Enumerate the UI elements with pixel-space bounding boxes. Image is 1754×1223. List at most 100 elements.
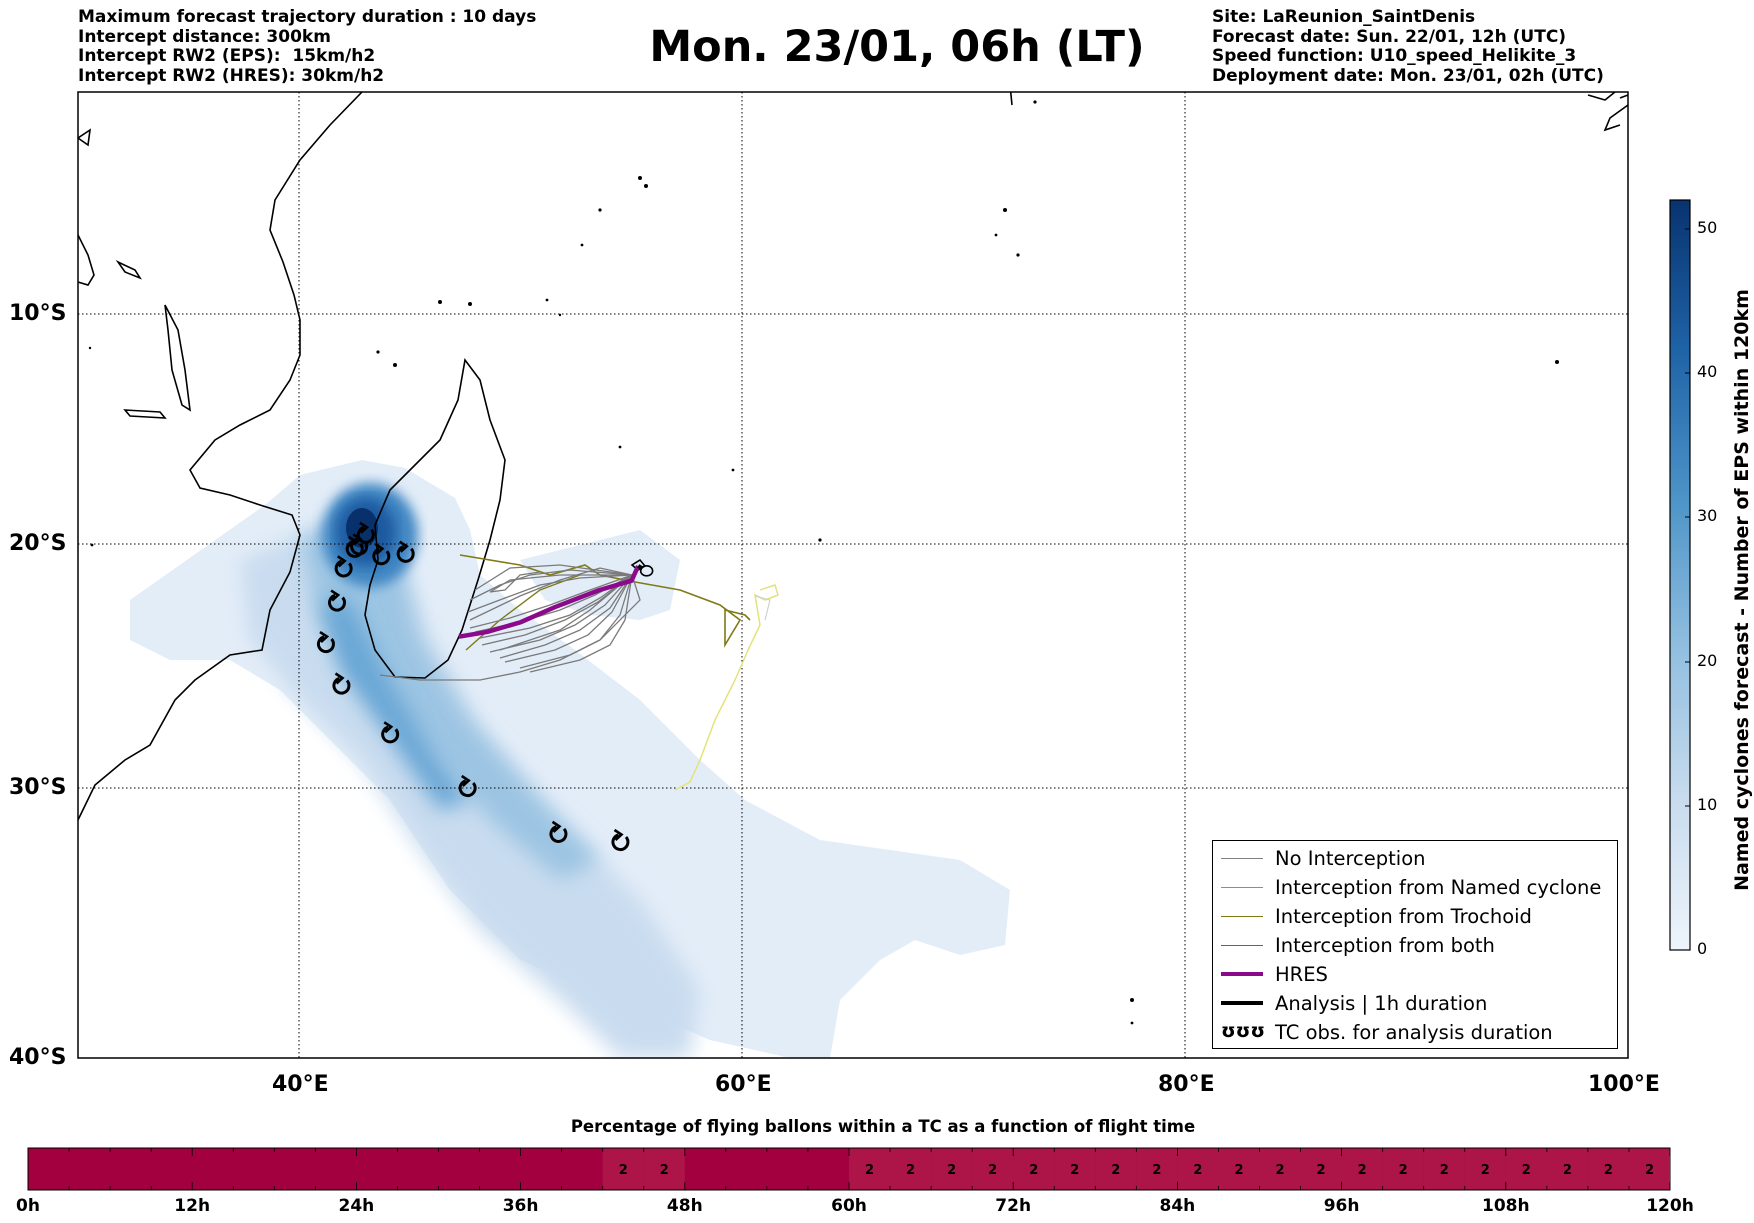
colorbar [1669,199,1691,951]
hres-track [458,565,641,639]
chart-title: Mon. 23/01, 06h (LT) [649,22,1145,72]
legend-row-analysis: Analysis | 1h duration [1213,990,1617,1019]
legend-label-trochoid: Interception from Trochoid [1275,905,1532,928]
colorbar-ticks [1685,228,1690,951]
percentage-bar-cell-label: 2 [1440,1163,1449,1178]
percentage-bar-tick-label: 36h [502,1196,539,1216]
legend-label-hres: HRES [1275,963,1328,986]
percentage-bar-tick-label: 96h [1323,1196,1360,1216]
percentage-bar-cell-label: 2 [1563,1163,1572,1178]
legend-row-trochoid: Interception from Trochoid [1213,903,1617,932]
percentage-bar-cell [1464,1148,1506,1190]
percentage-bar-cell-label: 2 [1522,1163,1531,1178]
percentage-bar-cell [1341,1148,1383,1190]
cb-tick-0: 0 [1697,939,1708,958]
cb-tick-30: 30 [1697,506,1718,525]
percentage-bar-cell [1300,1148,1342,1190]
percentage-bar-tick-label: 24h [338,1196,375,1216]
percentage-bar-cell-label: 2 [988,1163,997,1178]
cb-tick-40: 40 [1697,362,1718,381]
legend-row-named-cyclone: Interception from Named cyclone [1213,874,1617,903]
cb-tick-10: 10 [1697,795,1718,814]
percentage-bar-cell-label: 2 [660,1163,669,1178]
percentage-bar-cell-label: 2 [906,1163,915,1178]
percentage-bar-cell-label: 2 [1111,1163,1120,1178]
percentage-bar-cell-label: 2 [1276,1163,1285,1178]
lon-tick-60e: 60°E [715,1072,772,1097]
tc-obs-marker [345,535,364,558]
hres-track-group [458,565,641,639]
percentage-bar-cell [1136,1148,1178,1190]
percentage-bar-cell [643,1148,685,1190]
legend-swatch-no-interception [1221,858,1263,859]
lat-tick-40s: 40°S [9,1045,67,1070]
tc-obs-marker [458,774,477,798]
trochoid-track-2 [465,574,581,651]
percentage-bar-cell-label: 2 [1070,1163,1079,1178]
yellow-track [674,584,779,791]
percentage-bar-tick-label: 12h [174,1196,211,1216]
legend-label-no-interception: No Interception [1275,847,1426,870]
header-speed-function: Speed function: U10_speed_Helikite_3 [1212,46,1577,66]
header-intercept-distance: Intercept distance: 300km [78,26,331,47]
percentage-bar-tick-label: 72h [995,1196,1032,1216]
percentage-bar-cell-label: 2 [1152,1163,1161,1178]
percentage-bar-cell-label: 2 [1481,1163,1490,1178]
tc-obs-marker [328,589,346,612]
legend-label-both: Interception from both [1275,934,1495,957]
percentage-bar-cell-label: 2 [1358,1163,1367,1178]
percentage-bar-cell-label: 2 [865,1163,874,1178]
tc-obs-marker [396,540,415,563]
percentage-bar-cell-label: 2 [1193,1163,1202,1178]
header-forecast-date: Forecast date: Sun. 22/01, 12h (UTC) [1212,26,1567,47]
percentage-bar-cell [972,1148,1014,1190]
header-site: Site: LaReunion_SaintDenis [1212,7,1476,27]
legend-row-both: Interception from both [1213,932,1617,961]
percentage-bar-cell-label: 2 [1604,1163,1613,1178]
percentage-bar-tick-label: 108h [1482,1196,1530,1216]
lat-tick-10s: 10°S [9,301,67,326]
analysis-track-group [637,564,654,577]
percentage-bar-tick-label: 0h [16,1196,40,1216]
map-grid [78,92,1628,1058]
percentage-bar-cell-label: 2 [947,1163,956,1178]
tc-obs-marker [611,828,630,852]
trochoid-track [459,554,751,648]
legend-swatch-named-cyclone [1221,887,1263,888]
percentage-bar-cell [931,1148,973,1190]
legend-row-hres: HRES [1213,961,1617,990]
percentage-bar-tick-label: 120h [1646,1196,1694,1216]
percentage-bar-tick-label: 60h [831,1196,867,1216]
percentage-bar-cell [1054,1148,1096,1190]
percentage-bar-tick-label: 48h [666,1196,703,1216]
header-deployment-date: Deployment date: Mon. 23/01, 02h (UTC) [1212,65,1604,86]
legend-swatch-trochoid [1221,916,1263,917]
percentage-bar-cell [1505,1148,1547,1190]
percentage-bar-title: Percentage of flying ballons within a TC… [570,1117,1196,1136]
map-frame [77,91,1629,1059]
percentage-bar-cell [1628,1148,1670,1190]
cb-tick-50: 50 [1697,218,1718,237]
tc-obs-marker [332,672,351,695]
header-max-duration: Maximum forecast trajectory duration : 1… [78,7,537,27]
percentage-bar-cell-label: 2 [1399,1163,1408,1178]
header-left: Maximum forecast trajectory duration : 1… [78,7,537,86]
islands [88,100,1559,1025]
lon-tick-80e: 80°E [1158,1072,1215,1097]
percentage-bar-cell-label: 2 [1317,1163,1326,1178]
cyclone-density-field [130,460,1010,1058]
lon-tick-40e: 40°E [272,1072,329,1097]
percentage-bar-cell-label: 2 [1029,1163,1038,1178]
tc-obs-marker [334,555,353,578]
percentage-bar-cell [1013,1148,1055,1190]
percentage-bar-cell [1423,1148,1465,1190]
percentage-bar-cell [1218,1148,1260,1190]
tc-obs-marker [549,820,568,843]
lat-tick-20s: 20°S [9,531,67,556]
legend-label-analysis: Analysis | 1h duration [1275,992,1488,1015]
legend-row-no-interception: No Interception [1213,845,1617,874]
cb-tick-20: 20 [1697,651,1718,670]
percentage-bar-cell [890,1148,932,1190]
tc-obs-marker [381,721,400,744]
